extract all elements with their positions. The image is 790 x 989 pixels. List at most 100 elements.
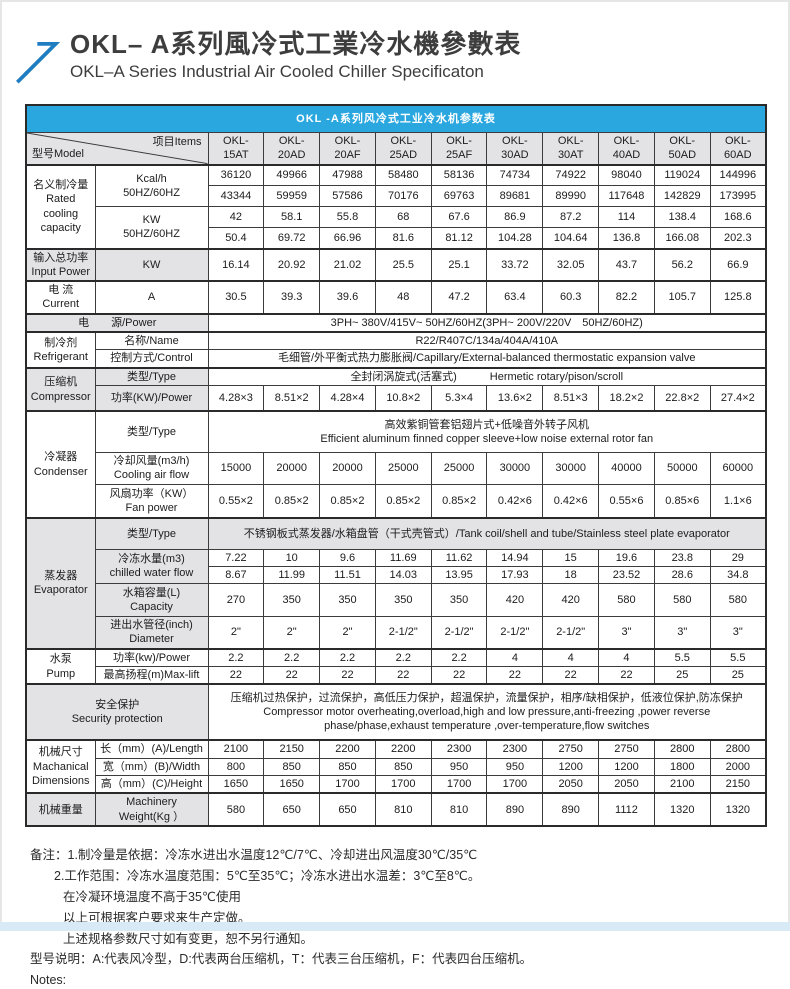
value-cell: 2050 [542, 775, 600, 794]
value-cell: 25 [709, 666, 767, 685]
value-cell: 890 [486, 792, 544, 827]
value-cell: 22 [542, 666, 600, 685]
value-cell: 89990 [542, 185, 600, 208]
value-cell: 2" [263, 616, 321, 650]
value-cell: 19.6 [598, 548, 655, 567]
value-cell: 202.3 [709, 227, 767, 250]
value-cell: 350 [319, 583, 376, 618]
value-cell: 17.93 [486, 565, 544, 585]
value-cell: 39.3 [263, 280, 321, 315]
row-label: 电 流 Current [25, 280, 96, 315]
value-cell: 58.1 [263, 206, 321, 229]
value-cell: 2" [319, 616, 376, 650]
corner-cell: 项目Items 型号Model [25, 131, 209, 166]
sub-label: KW [94, 247, 209, 282]
value-cell: 21.02 [319, 247, 376, 282]
value-cell: 23.52 [598, 565, 655, 585]
value-cell: 2-1/2" [486, 616, 544, 650]
value-cell: 1320 [653, 792, 711, 827]
value-cell: 22 [598, 666, 655, 685]
value-cell: 23.8 [653, 548, 711, 567]
value-cell: 350 [430, 583, 488, 618]
value-cell: 0.55×2 [207, 483, 265, 519]
value-cell: 850 [374, 757, 432, 777]
value-cell: 40000 [598, 451, 655, 485]
value-cell: 2150 [709, 775, 767, 794]
value-cell: 32.05 [542, 247, 600, 282]
model-header-cell: OKL- 40AD [598, 131, 655, 166]
model-header-cell: OKL- 25AD [374, 131, 432, 166]
model-header-cell: OKL- 15AT [207, 131, 265, 166]
value-cell: 87.2 [542, 206, 600, 229]
value-cell: 8.51×2 [263, 384, 321, 412]
value-cell: 7.22 [207, 548, 265, 567]
value-cell: 63.4 [486, 280, 544, 315]
value-cell: 4 [486, 647, 544, 668]
value-cell: 810 [374, 792, 432, 827]
value-cell: 2-1/2" [374, 616, 432, 650]
value-cell: 0.42×6 [486, 483, 544, 519]
merged-value-cell: R22/R407C/134a/404A/410A [207, 331, 767, 351]
sub-label: 功率(kw)/Power [94, 647, 209, 668]
value-cell: 13.6×2 [486, 384, 544, 412]
sub-label: 名称/Name [94, 331, 209, 351]
value-cell: 138.4 [653, 206, 711, 229]
value-cell: 25.1 [430, 247, 488, 282]
value-cell: 59959 [263, 185, 321, 208]
value-cell: 81.6 [374, 227, 432, 250]
value-cell: 2800 [653, 739, 711, 759]
row-label: 机械尺寸 Machanical Dimensions [25, 739, 96, 794]
page-title: OKL– A系列風冷式工業冷水機參數表 [70, 29, 522, 59]
value-cell: 1650 [207, 775, 265, 794]
sub-label: 宽（mm）(B)/Width [94, 757, 209, 777]
sub-label: 类型/Type [94, 366, 209, 386]
sub-label: 功率(KW)/Power [94, 384, 209, 412]
value-cell: 1700 [374, 775, 432, 794]
sub-label: 高（mm）(C)/Height [94, 775, 209, 794]
value-cell: 3" [653, 616, 711, 650]
row-label: 机械重量 [25, 792, 96, 827]
page-subtitle: OKL–A Series Industrial Air Cooled Chill… [70, 61, 484, 81]
row-label: 输入总功率 Input Power [25, 247, 96, 282]
value-cell: 0.85×2 [263, 483, 321, 519]
value-cell: 142829 [653, 185, 711, 208]
value-cell: 0.85×2 [374, 483, 432, 519]
arrow-logo-icon [16, 41, 61, 84]
value-cell: 56.2 [653, 247, 711, 282]
doc-header: OKL– A系列風冷式工業冷水機參數表 OKL–A Series Industr… [0, 0, 790, 100]
value-cell: 18 [542, 565, 600, 585]
value-cell: 1320 [709, 792, 767, 827]
value-cell: 25 [653, 666, 711, 685]
value-cell: 86.9 [486, 206, 544, 229]
note-line: 上述规格参数尺寸如有变更，恕不另行通知。 [63, 931, 314, 946]
value-cell: 57586 [319, 185, 376, 208]
value-cell: 650 [319, 792, 376, 827]
notes-block: 备注：1.制冷量是依据：冷冻水进出水温度12℃/7℃、冷却进出风温度30℃/35… [30, 847, 790, 989]
value-cell: 1112 [598, 792, 655, 827]
value-cell: 2750 [542, 739, 600, 759]
value-cell: 0.85×6 [653, 483, 711, 519]
value-cell: 890 [542, 792, 600, 827]
value-cell: 1200 [542, 757, 600, 777]
sub-label: 风扇功率（KW） Fan power [94, 483, 209, 519]
value-cell: 3" [709, 616, 767, 650]
value-cell: 2300 [486, 739, 544, 759]
value-cell: 270 [207, 583, 265, 618]
merged-value-cell: 不锈钢板式蒸发器/水箱盘管（干式壳管式）/Tank coil/shell and… [207, 517, 767, 550]
value-cell: 650 [263, 792, 321, 827]
sub-label: 进出水管径(inch) Diameter [94, 616, 209, 650]
value-cell: 10.8×2 [374, 384, 432, 412]
value-cell: 0.85×2 [430, 483, 488, 519]
value-cell: 22 [486, 666, 544, 685]
value-cell: 43.7 [598, 247, 655, 282]
value-cell: 66.9 [709, 247, 767, 282]
value-cell: 34.8 [709, 565, 767, 585]
value-cell: 104.64 [542, 227, 600, 250]
row-label: 名义制冷量 Rated cooling capacity [25, 163, 96, 250]
value-cell: 48 [374, 280, 432, 315]
value-cell: 28.6 [653, 565, 711, 585]
value-cell: 67.6 [430, 206, 488, 229]
value-cell: 30.5 [207, 280, 265, 315]
value-cell: 2.2 [263, 647, 321, 668]
row-label: 蒸发器 Evaporator [25, 517, 96, 650]
